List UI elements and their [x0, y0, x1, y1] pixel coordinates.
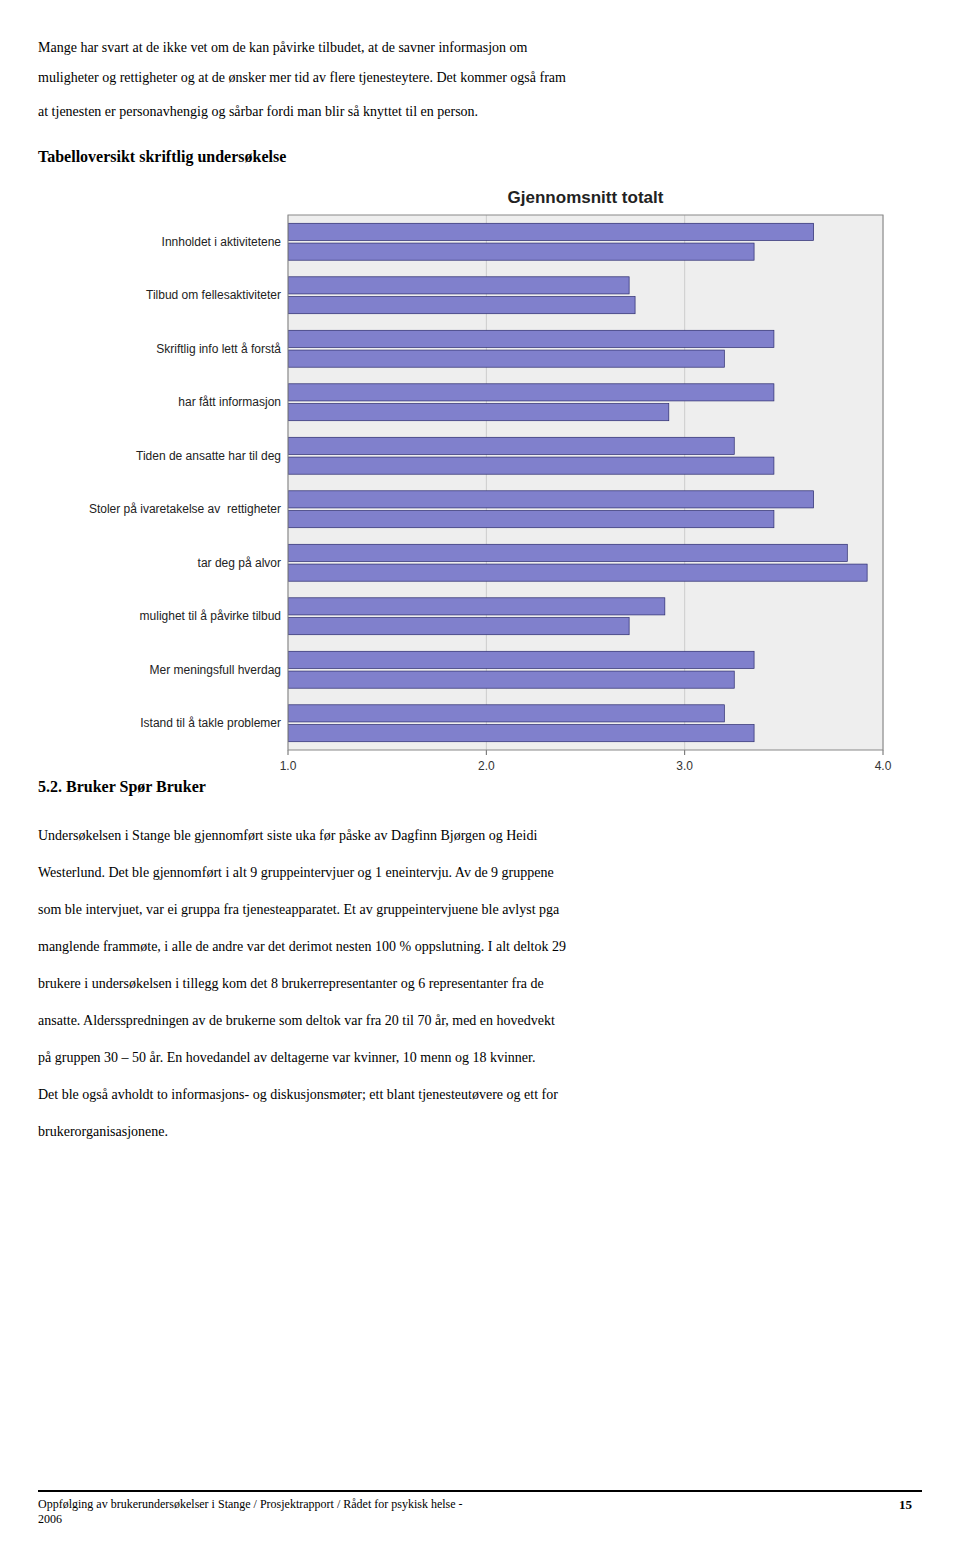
grid-line: [486, 215, 487, 750]
bars: [288, 223, 867, 741]
category-label: Skriftlig info lett å forstå: [156, 342, 281, 356]
category-label: mulighet til å påvirke tilbud: [140, 609, 281, 623]
bar: [288, 598, 665, 615]
bar: [288, 725, 754, 742]
bar: [288, 457, 774, 474]
category-label: Mer meningsfull hverdag: [150, 663, 281, 677]
bar: [288, 223, 814, 240]
bar: [288, 404, 669, 421]
bar: [288, 544, 847, 561]
footer-rule: [38, 1490, 922, 1492]
paragraph-line: Mange har svart at de ikke vet om de kan…: [38, 40, 528, 55]
bar: [288, 564, 867, 581]
plot-frame: [288, 215, 883, 750]
tick-mark: [883, 750, 884, 755]
bar: [288, 491, 814, 508]
category-label: Innholdet i aktivitetene: [162, 235, 282, 249]
tick-label: 3.0: [676, 759, 693, 773]
page: Mange har svart at de ikke vet om de kan…: [0, 0, 960, 1543]
tick-label: 4.0: [875, 759, 892, 773]
category-label: Tilbud om fellesaktiviteter: [146, 288, 281, 302]
category-label: Istand til å takle problemer: [140, 716, 281, 730]
tick-mark: [486, 750, 487, 755]
category-label: tar deg på alvor: [198, 556, 281, 570]
category-label: Stoler på ivaretakelse av rettigheter: [89, 502, 281, 516]
tick-label: 1.0: [280, 759, 297, 773]
paragraph-line: ansatte. Aldersspredningen av de brukern…: [38, 1013, 555, 1028]
paragraph-line: Undersøkelsen i Stange ble gjennomført s…: [38, 828, 537, 843]
category-label: har fått informasjon: [178, 395, 281, 409]
footer-text: 2006: [38, 1512, 62, 1526]
paragraph-line: muligheter og rettigheter og at de ønske…: [38, 70, 566, 85]
section-title: Tabelloversikt skriftlig undersøkelse: [38, 148, 286, 166]
bar: [288, 671, 734, 688]
plot-background: [288, 215, 883, 750]
bar: [288, 705, 724, 722]
bar: [288, 384, 774, 401]
bar: [288, 350, 724, 367]
page-number: 15: [899, 1497, 913, 1512]
bar: [288, 330, 774, 347]
grid-line: [684, 215, 685, 750]
bar: [288, 277, 629, 294]
bar: [288, 651, 754, 668]
paragraph-line: manglende frammøte, i alle de andre var …: [38, 939, 566, 954]
footer-text: Oppfølging av brukerundersøkelser i Stan…: [38, 1497, 463, 1511]
tick-label: 2.0: [478, 759, 495, 773]
paragraph-line: at tjenesten er personavhengig og sårbar…: [38, 104, 478, 119]
chart-title: Gjennomsnitt totalt: [508, 188, 664, 207]
tick-mark: [684, 750, 685, 755]
page-background: [0, 0, 960, 1543]
chart: Gjennomsnitt totalt 1.0 2.0 3.0 4.0 Innholdet…: [89, 188, 892, 773]
paragraph-line: på gruppen 30 – 50 år. En hovedandel av …: [38, 1050, 535, 1065]
paragraph-line: brukerorganisasjonene.: [38, 1124, 168, 1139]
bar: [288, 437, 734, 454]
bar: [288, 297, 635, 314]
section-title: 5.2. Bruker Spør Bruker: [38, 778, 206, 796]
paragraph-line: Westerlund. Det ble gjennomført i alt 9 …: [38, 865, 554, 880]
category-label: Tiden de ansatte har til deg: [136, 449, 281, 463]
paragraph-line: Det ble også avholdt to informasjons- og…: [38, 1087, 558, 1102]
paragraph-line: som ble intervjuet, var ei gruppa fra tj…: [38, 902, 560, 917]
bar: [288, 618, 629, 635]
bar: [288, 243, 754, 260]
tick-mark: [288, 750, 289, 755]
bar: [288, 511, 774, 528]
paragraph-line: brukere i undersøkelsen i tillegg kom de…: [38, 976, 544, 991]
